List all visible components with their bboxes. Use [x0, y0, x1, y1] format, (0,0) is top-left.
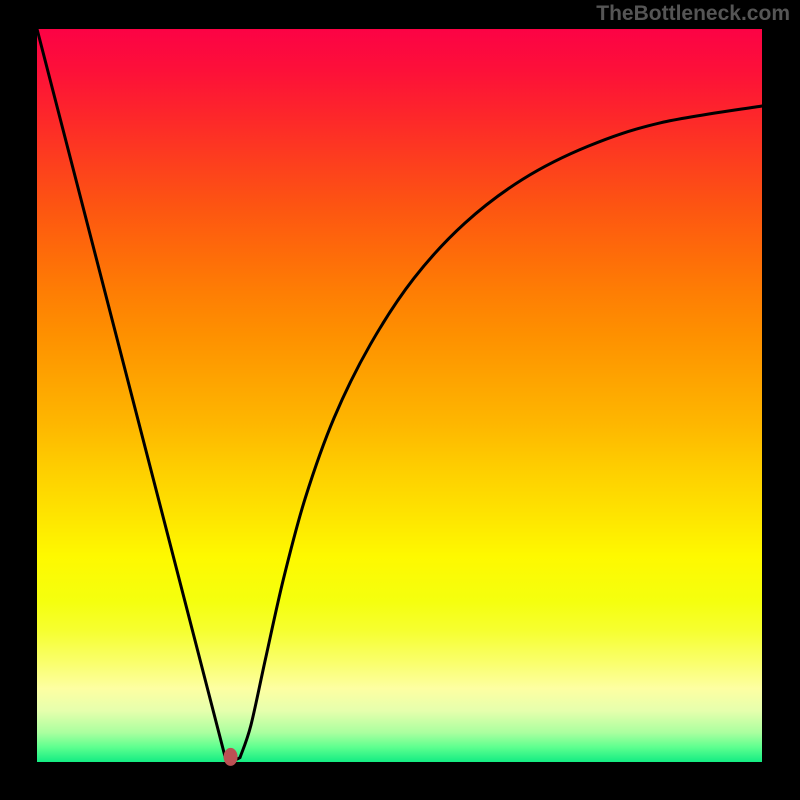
bottleneck-curve — [37, 29, 762, 760]
chart-frame: TheBottleneck.com — [0, 0, 800, 800]
attribution-label: TheBottleneck.com — [596, 2, 790, 26]
minimum-marker — [224, 748, 238, 766]
curve-layer — [0, 0, 800, 800]
